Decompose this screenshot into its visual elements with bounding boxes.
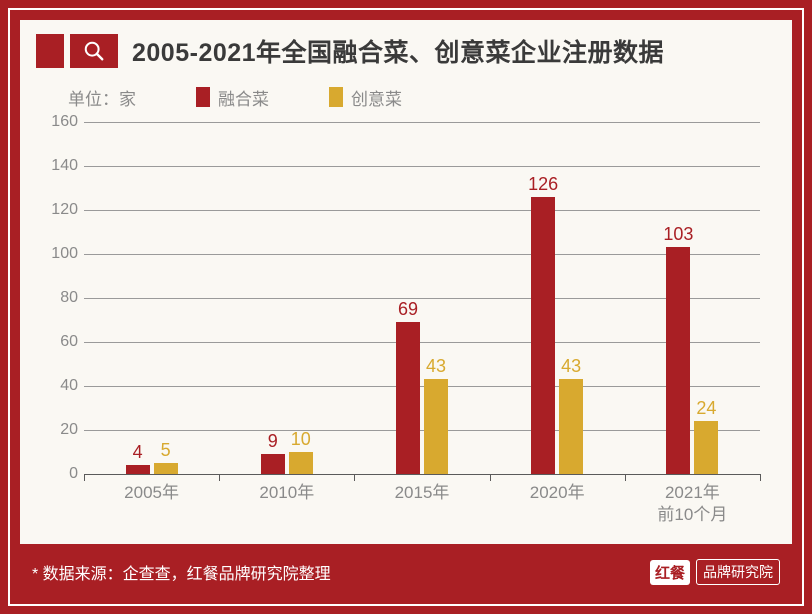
legend-label-ronghe: 融合菜 (218, 85, 269, 110)
y-tick-label: 140 (42, 157, 78, 175)
magnifier-icon (83, 40, 105, 62)
bar-chuangyi: 10 (289, 452, 313, 474)
x-axis-labels: 2005年 2010年 2015年 2020年 2021年 前10个月 (84, 478, 760, 532)
legend-row: 单位：家 融合菜 创意菜 (20, 82, 792, 112)
bar-chuangyi: 5 (154, 463, 178, 474)
chart-area: 4591069431264310324 2005年2010年2015年2020年… (42, 116, 770, 532)
bar-ronghe: 9 (261, 454, 285, 474)
bar-value-label: 126 (528, 174, 558, 195)
grid-line (84, 430, 760, 431)
y-tick-label: 160 (42, 113, 78, 131)
title-row: 2005-2021年全国融合菜、创意菜企业注册数据 (20, 20, 792, 82)
y-tick-label: 100 (42, 245, 78, 263)
unit-label: 单位：家 (68, 85, 136, 110)
bar-value-label: 4 (133, 442, 143, 463)
bar-ronghe: 4 (126, 465, 150, 474)
y-tick-label: 60 (42, 333, 78, 351)
bar-chuangyi: 43 (424, 379, 448, 474)
grid-line (84, 474, 760, 475)
grid-line (84, 386, 760, 387)
plot-area: 4591069431264310324 (84, 122, 760, 474)
brand-logo: 红餐 品牌研究院 (650, 559, 780, 585)
chart-panel: 2005-2021年全国融合菜、创意菜企业注册数据 单位：家 融合菜 创意菜 4… (20, 20, 792, 544)
grid-line (84, 254, 760, 255)
bar-ronghe: 69 (396, 322, 420, 474)
x-tick-label: 2010年 (227, 482, 347, 504)
logo-outline: 品牌研究院 (696, 559, 780, 585)
x-tick-label: 2015年 (362, 482, 482, 504)
logo-red: 红餐 (650, 560, 690, 585)
y-tick-label: 0 (42, 465, 78, 483)
bar-value-label: 24 (696, 398, 716, 419)
legend-swatch-ronghe (196, 87, 210, 107)
bar-value-label: 43 (426, 356, 446, 377)
bar-value-label: 103 (663, 224, 693, 245)
bar-value-label: 43 (561, 356, 581, 377)
legend-swatch-chuangyi (329, 87, 343, 107)
bar-ronghe: 103 (666, 247, 690, 474)
legend-item-chuangyi: 创意菜 (329, 85, 402, 110)
bar-value-label: 69 (398, 299, 418, 320)
bar-chuangyi: 43 (559, 379, 583, 474)
grid-line (84, 122, 760, 123)
grid-line (84, 342, 760, 343)
legend-label-chuangyi: 创意菜 (351, 85, 402, 110)
bar-value-label: 10 (291, 429, 311, 450)
footer-row: * 数据来源：企查查，红餐品牌研究院整理 红餐 品牌研究院 (20, 552, 792, 592)
magnifier-block (70, 34, 118, 68)
grid-line (84, 298, 760, 299)
bar-value-label: 5 (161, 440, 171, 461)
chart-title: 2005-2021年全国融合菜、创意菜企业注册数据 (132, 33, 664, 69)
x-tick (760, 474, 761, 481)
decor-block (36, 34, 64, 68)
x-tick-label: 2020年 (497, 482, 617, 504)
source-text: * 数据来源：企查查，红餐品牌研究院整理 (32, 560, 331, 584)
bar-value-label: 9 (268, 431, 278, 452)
legend-item-ronghe: 融合菜 (196, 85, 269, 110)
bar-chuangyi: 24 (694, 421, 718, 474)
y-tick-label: 80 (42, 289, 78, 307)
x-tick-label: 2021年 前10个月 (632, 482, 752, 526)
outer-frame: 2005-2021年全国融合菜、创意菜企业注册数据 单位：家 融合菜 创意菜 4… (8, 8, 804, 606)
bar-ronghe: 126 (531, 197, 555, 474)
y-tick-label: 20 (42, 421, 78, 439)
title-decor (36, 34, 118, 68)
x-tick-label: 2005年 (92, 482, 212, 504)
y-tick-label: 120 (42, 201, 78, 219)
grid-line (84, 166, 760, 167)
y-tick-label: 40 (42, 377, 78, 395)
grid-line (84, 210, 760, 211)
